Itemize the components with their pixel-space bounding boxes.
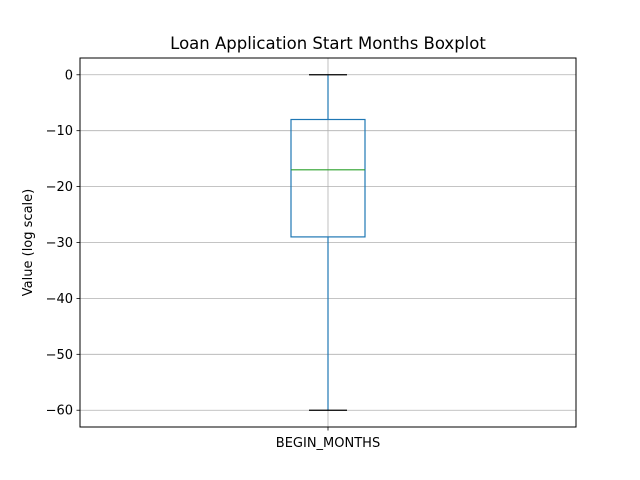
x-tick-label: BEGIN_MONTHS bbox=[276, 436, 380, 451]
x-axis-ticks: BEGIN_MONTHS bbox=[276, 427, 380, 451]
box-series bbox=[290, 74, 366, 411]
y-tick-label: −50 bbox=[46, 348, 73, 363]
box-iqr bbox=[290, 118, 366, 238]
y-tick-label: −20 bbox=[46, 180, 73, 195]
chart-title: Loan Application Start Months Boxplot bbox=[170, 34, 486, 53]
y-tick-label: −30 bbox=[46, 236, 73, 251]
y-tick-label: −60 bbox=[46, 404, 73, 419]
y-tick-label: 0 bbox=[65, 68, 73, 83]
y-tick-label: −10 bbox=[46, 124, 73, 139]
y-tick-label: −40 bbox=[46, 292, 73, 307]
y-axis-label: Value (log scale) bbox=[21, 189, 36, 296]
y-axis-ticks: 0 −10 −20 −30 −40 −50 −60 bbox=[46, 68, 80, 419]
